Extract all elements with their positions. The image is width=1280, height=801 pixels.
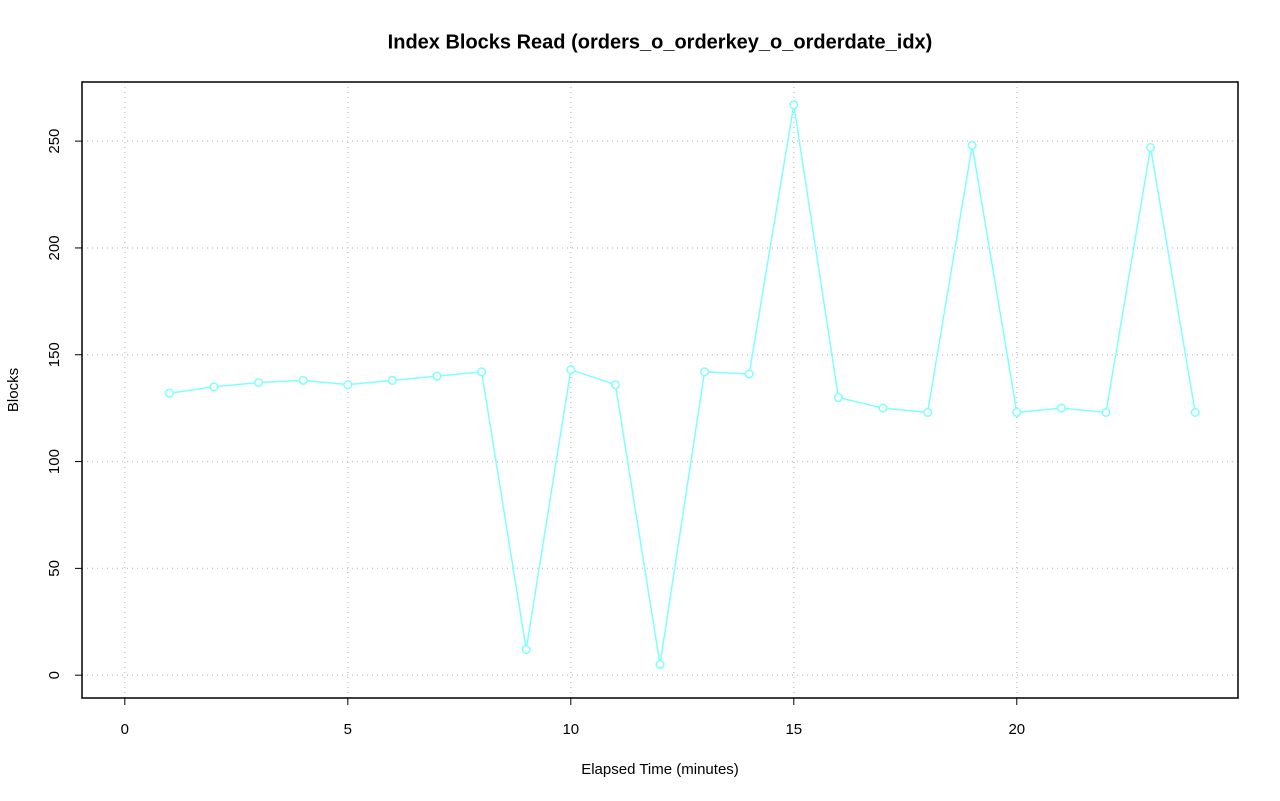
data-point <box>254 377 264 388</box>
data-point <box>521 645 531 655</box>
y-tick-label: 200 <box>46 235 63 260</box>
y-tick-label: 0 <box>46 671 63 679</box>
data-point <box>1101 407 1111 417</box>
data-point <box>1146 142 1156 153</box>
data-point <box>744 369 754 379</box>
data-point <box>1056 403 1066 413</box>
x-tick-label: 0 <box>121 721 129 738</box>
data-point <box>387 375 397 385</box>
y-tick-label: 150 <box>46 342 63 367</box>
data-point <box>1012 407 1022 417</box>
y-tick-label: 50 <box>46 560 63 577</box>
chart-title: Index Blocks Read (orders_o_orderkey_o_o… <box>388 31 933 53</box>
plot-frame <box>81 81 1239 699</box>
data-point <box>432 371 442 381</box>
data-point <box>967 140 977 150</box>
data-point <box>566 365 576 375</box>
data-point <box>655 659 665 670</box>
data-point <box>923 407 933 417</box>
data-point <box>833 392 843 403</box>
data-point <box>477 367 487 377</box>
series-line <box>169 104 1196 665</box>
y-axis-label: Blocks <box>5 368 22 412</box>
data-point <box>700 367 710 377</box>
data-point <box>1190 407 1200 417</box>
x-axis-label: Elapsed Time (minutes) <box>581 761 739 778</box>
data-point <box>209 382 219 392</box>
x-tick-label: 5 <box>344 721 352 738</box>
x-tick-label: 20 <box>1008 721 1025 738</box>
data-point <box>343 380 353 390</box>
y-tick-label: 100 <box>46 449 63 474</box>
data-point <box>878 403 888 413</box>
data-point <box>298 375 308 385</box>
x-tick-label: 10 <box>562 721 579 738</box>
data-point <box>610 380 620 390</box>
data-point <box>164 388 174 398</box>
x-tick-label: 15 <box>785 721 802 738</box>
data-point <box>789 100 799 110</box>
y-tick-label: 250 <box>46 129 63 154</box>
